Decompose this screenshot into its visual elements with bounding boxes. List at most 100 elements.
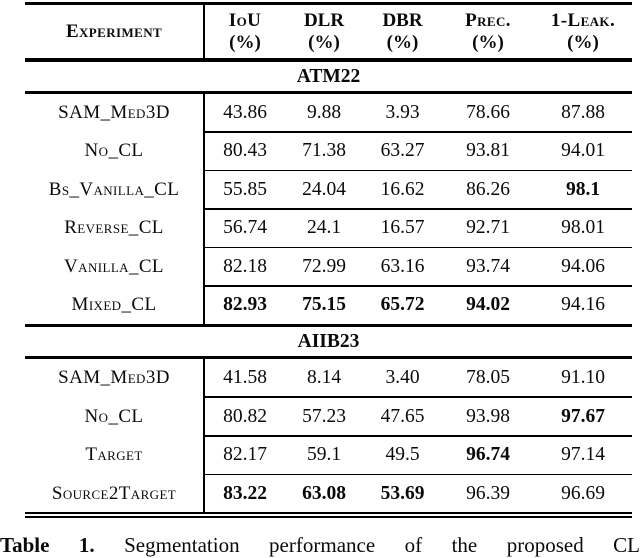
cell-experiment: SAM_Med3D [58, 101, 170, 123]
cell-dlr: 75.15 [302, 294, 346, 316]
table-row: SAM_Med3D 43.86 9.88 3.93 78.66 87.88 [25, 94, 632, 131]
table-row: Vanilla_CL 82.18 72.99 63.16 93.74 94.06 [25, 248, 632, 286]
cell-iou: 82.17 [203, 436, 285, 474]
cell-leak: 97.14 [561, 444, 605, 466]
row-divider-rule [203, 473, 632, 476]
cell-leak: 91.10 [561, 366, 605, 388]
cell-experiment: Bs_Vanilla_CL [48, 178, 180, 200]
cell-prec: 92.71 [466, 217, 510, 239]
cell-prec: 78.66 [466, 101, 510, 123]
column-header-prec-label: Prec. [465, 9, 511, 31]
cell-dbr: 63.27 [380, 140, 425, 162]
table-row: Source2Target 83.22 63.08 53.69 96.39 96… [25, 475, 632, 513]
cell-iou: 55.85 [203, 171, 285, 209]
cell-dbr: 3.93 [385, 101, 420, 123]
cell-experiment: Vanilla_CL [64, 255, 164, 277]
table-row: No_CL 80.82 57.23 47.65 93.98 97.67 [25, 398, 632, 436]
table-row: SAM_Med3D 41.58 8.14 3.40 78.05 91.10 [25, 359, 632, 397]
table-row: Mixed_CL 82.93 75.15 65.72 94.02 94.16 [25, 286, 632, 324]
cell-iou: 41.58 [203, 359, 285, 397]
column-header-prec: Prec. (%) [442, 10, 534, 54]
results-table: Experiment IoU (%) DLR (%) DBR (%) Prec.… [25, 2, 632, 519]
cell-dlr: 72.99 [302, 255, 346, 277]
cell-dlr: 24.1 [306, 217, 342, 239]
section-rule [25, 91, 632, 94]
column-header-dlr: DLR (%) [285, 10, 363, 54]
column-header-iou-label: IoU [228, 9, 262, 31]
cell-leak: 94.01 [561, 140, 605, 162]
cell-iou: 82.18 [203, 248, 285, 286]
section-header-aiib23: AIIB23 [297, 331, 360, 353]
column-header-prec-unit: (%) [472, 31, 504, 53]
column-header-iou: IoU (%) [203, 5, 285, 58]
cell-dbr: 3.40 [385, 366, 420, 388]
cell-prec: 78.05 [466, 366, 510, 388]
column-header-dlr-label: DLR [303, 9, 345, 31]
caption-label: Table 1. [0, 533, 95, 557]
column-header-dbr: DBR (%) [363, 10, 442, 54]
section-divider-rule [25, 323, 632, 328]
cell-experiment: No_CL [84, 405, 144, 427]
cell-leak: 87.88 [561, 101, 605, 123]
cell-dbr: 47.65 [380, 405, 425, 427]
cell-prec: 96.39 [466, 482, 510, 504]
table-row: Bs_Vanilla_CL 55.85 24.04 16.62 86.26 98… [25, 171, 632, 209]
cell-prec: 93.74 [466, 255, 510, 277]
table-row: No_CL 80.43 71.38 63.27 93.81 94.01 [25, 132, 632, 170]
cell-iou: 83.22 [203, 475, 285, 513]
cell-dlr: 8.14 [306, 366, 342, 388]
cell-prec: 94.02 [466, 294, 510, 316]
cell-leak: 98.01 [561, 217, 605, 239]
cell-iou: 82.93 [203, 286, 285, 324]
cell-dbr: 53.69 [380, 482, 425, 504]
cell-iou: 43.86 [203, 94, 285, 131]
cell-experiment: No_CL [84, 140, 144, 162]
cell-dlr: 57.23 [302, 405, 346, 427]
cell-prec: 93.81 [466, 140, 510, 162]
row-divider-rule [203, 208, 632, 210]
cell-dbr: 63.16 [380, 255, 425, 277]
cell-experiment: Source2Target [51, 482, 177, 504]
cell-dlr: 71.38 [302, 140, 346, 162]
cell-prec: 86.26 [466, 178, 510, 200]
section-header-atm22: ATM22 [296, 66, 361, 87]
column-header-experiment: Experiment [65, 20, 163, 42]
table-row: Reverse_CL 56.74 24.1 16.57 92.71 98.01 [25, 209, 632, 247]
cell-iou: 80.43 [203, 132, 285, 170]
cell-leak: 98.1 [565, 178, 601, 200]
cell-dbr: 16.62 [380, 178, 425, 200]
cell-experiment: Mixed_CL [71, 294, 157, 316]
row-divider-rule [203, 435, 632, 437]
section-rule [25, 356, 632, 360]
cell-prec: 93.98 [466, 405, 510, 427]
cell-dlr: 24.04 [302, 178, 346, 200]
column-header-dlr-unit: (%) [308, 31, 340, 53]
cell-leak: 97.67 [561, 405, 605, 427]
cell-dbr: 49.5 [385, 444, 420, 466]
cell-iou: 80.82 [203, 398, 285, 436]
row-divider-rule [203, 169, 632, 172]
cell-leak: 94.16 [561, 294, 605, 316]
table-header-row: Experiment IoU (%) DLR (%) DBR (%) Prec.… [25, 5, 632, 58]
column-header-leak-label: 1-Leak. [550, 9, 616, 31]
cell-leak: 94.06 [561, 255, 605, 277]
column-header-dbr-unit: (%) [386, 31, 419, 53]
cell-dlr: 63.08 [302, 482, 346, 504]
cell-dlr: 9.88 [306, 101, 342, 123]
column-header-leak: 1-Leak. (%) [534, 10, 632, 54]
column-header-dbr-label: DBR [382, 9, 423, 31]
table-top-rule [25, 2, 632, 5]
row-divider-rule [203, 396, 632, 399]
cell-experiment: Target [85, 444, 143, 466]
cell-prec: 96.74 [466, 444, 510, 466]
cell-experiment: SAM_Med3D [58, 366, 170, 388]
row-divider-rule [203, 246, 632, 249]
cell-dbr: 65.72 [380, 294, 425, 316]
caption-text: Segmentation performance of the proposed… [124, 533, 640, 557]
row-divider-rule [203, 131, 632, 133]
table-bottom-rule [25, 512, 632, 519]
row-divider-rule [203, 285, 632, 287]
table-caption: Table 1. Segmentation performance of the… [0, 533, 640, 558]
cell-experiment: Reverse_CL [64, 217, 164, 239]
